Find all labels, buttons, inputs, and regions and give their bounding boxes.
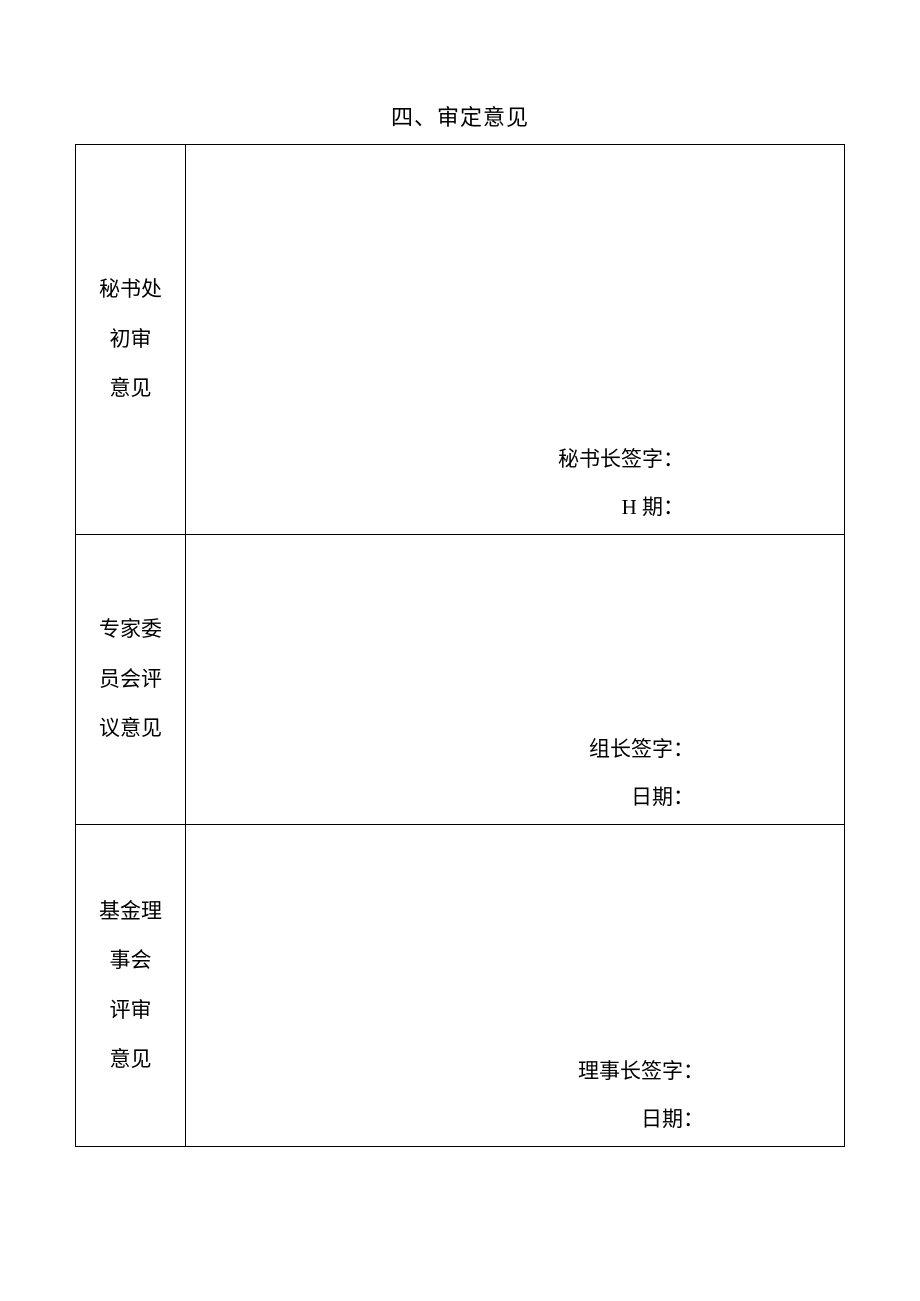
label-line: 评审 <box>76 986 185 1035</box>
date-label: 日期： <box>573 776 694 818</box>
row-label-secretariat: 秘书处 初审 意见 <box>76 145 186 535</box>
page-container: 四、审定意见 秘书处 初审 意见 秘书长签字： H 期： 专家委 员会评 议意见 <box>0 0 920 1247</box>
label-line: 意见 <box>76 364 185 413</box>
date-label: 日期： <box>529 1098 704 1140</box>
table-row: 基金理 事会 评审 意见 理事长签字： 日期： <box>76 825 845 1147</box>
approval-table: 秘书处 初审 意见 秘书长签字： H 期： 专家委 员会评 议意见 组长签字： … <box>75 144 845 1147</box>
label-line: 议意见 <box>76 704 185 753</box>
signature-block: 理事长签字： 日期： <box>529 1044 704 1140</box>
content-cell-secretariat: 秘书长签字： H 期： <box>186 145 845 535</box>
row-label-fund: 基金理 事会 评审 意见 <box>76 825 186 1147</box>
signature-block: 秘书长签字： H 期： <box>530 432 684 528</box>
table-row: 专家委 员会评 议意见 组长签字： 日期： <box>76 535 845 825</box>
date-label: H 期： <box>530 486 684 528</box>
label-line: 员会评 <box>76 655 185 704</box>
label-line: 意见 <box>76 1035 185 1084</box>
label-line: 基金理 <box>76 887 185 936</box>
label-line: 初审 <box>76 315 185 364</box>
row-label-expert: 专家委 员会评 议意见 <box>76 535 186 825</box>
label-line: 秘书处 <box>76 265 185 314</box>
signature-label: 理事长签字： <box>529 1050 704 1092</box>
content-cell-fund: 理事长签字： 日期： <box>186 825 845 1147</box>
label-line: 事会 <box>76 936 185 985</box>
signature-label: 秘书长签字： <box>530 438 684 480</box>
signature-label: 组长签字： <box>573 728 694 770</box>
section-title: 四、审定意见 <box>75 100 845 132</box>
signature-block: 组长签字： 日期： <box>573 722 694 818</box>
content-cell-expert: 组长签字： 日期： <box>186 535 845 825</box>
table-row: 秘书处 初审 意见 秘书长签字： H 期： <box>76 145 845 535</box>
label-line: 专家委 <box>76 605 185 654</box>
